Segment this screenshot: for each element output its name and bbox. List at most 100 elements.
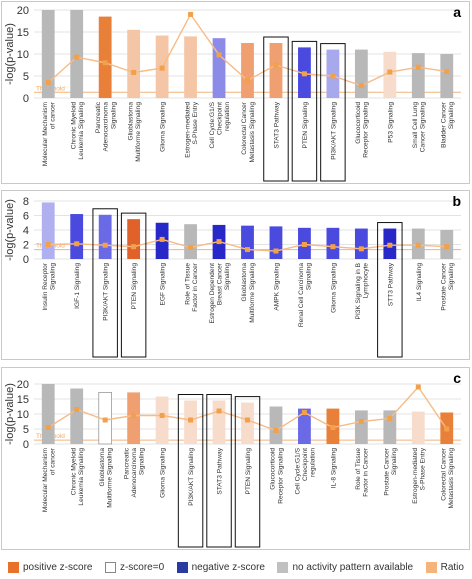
x-tick-label: Colorectal Cancer [241, 101, 248, 155]
ratio-point [188, 244, 194, 250]
ratio-point [245, 247, 250, 253]
legend-swatch-ratio [425, 561, 437, 573]
x-tick-label: Signaling [306, 263, 313, 290]
bar [241, 402, 254, 444]
x-tick-label-group: Glioma Signaling [160, 448, 167, 498]
x-tick-label: Estrogen Dependent [209, 263, 216, 324]
bar [70, 10, 84, 98]
x-tick-label-group: PI3K/AKT Signaling [330, 102, 337, 160]
x-tick-label: Receptor Signaling [363, 102, 370, 158]
x-tick-label: Prostate Cancer [440, 262, 447, 310]
chart-panel-a: -log(p-value)05101520ThresholdMolecular … [1, 1, 470, 184]
highlight-box [377, 222, 403, 358]
highlight-box [263, 36, 289, 182]
bar [98, 16, 112, 98]
bar [212, 400, 226, 444]
panel-letter-a: a [453, 4, 461, 20]
bar [41, 202, 55, 259]
x-tick-label-group: PTEN Signaling [245, 448, 252, 495]
legend-item-negative: negative z-score [176, 561, 265, 573]
x-tick-label: Signaling [110, 102, 117, 129]
ratio-point [102, 242, 108, 248]
y-tick-label: 0 [23, 93, 29, 105]
ratio-point [301, 242, 307, 247]
x-tick-label-group: Glucocorticoid Receptor Signaling [270, 448, 285, 504]
ratio-point [301, 410, 307, 415]
x-tick-label: PTEN Signaling [245, 448, 252, 495]
x-tick-label: PI3K Signaling in B [355, 262, 362, 319]
x-tick-label: Metastasis Signaling [249, 102, 256, 163]
bar [269, 406, 283, 444]
legend-swatch-positive [8, 561, 19, 573]
ratio-point [273, 428, 279, 433]
y-tick-label: 2 [23, 240, 29, 252]
ratio-point [131, 69, 137, 75]
x-tick-label: Colorectal Cancer [440, 447, 447, 501]
y-tick-label: 15 [17, 394, 29, 406]
x-tick-label-group: STAT3 Pathway [217, 447, 224, 494]
x-tick-label-group: Prostate Cancer Signaling [440, 262, 455, 310]
y-axis-label: -log(p-value) [4, 23, 16, 85]
x-tick-label: PTEN Signaling [302, 102, 309, 149]
x-tick-label: S-Phase Entry [420, 447, 427, 490]
highlight-box [120, 212, 147, 358]
x-tick-label: PI3K/AKT Signaling [330, 102, 337, 160]
ratio-point [330, 244, 336, 250]
x-tick-label-group: PI3K Signaling in B Lymphocyte [355, 262, 370, 319]
legend-label-ratio: Ratio [440, 561, 464, 573]
y-tick-label: 5 [23, 71, 29, 83]
x-tick-label-group: Pancreatic Adenocarcinoma Signaling [95, 101, 117, 151]
x-tick-label: Receptor Signaling [277, 448, 284, 504]
x-tick-label: Estrogen-mediated [184, 102, 191, 158]
x-tick-label-group: PTEN Signaling [131, 263, 138, 310]
x-tick-label: Signaling [139, 448, 146, 475]
x-tick-label-group: Glioblastoma Multiforme Signaling [241, 263, 256, 323]
x-tick-label: Glioma Signaling [160, 102, 167, 152]
bar [354, 410, 368, 444]
ratio-point [159, 236, 165, 242]
x-tick-label: STAT3 Pathway [217, 447, 224, 494]
x-tick-label-group: AMPK Signaling [273, 263, 280, 311]
bar [70, 214, 84, 259]
x-tick-label: Factor in Cancer [192, 262, 199, 312]
x-tick-label: Checkpoint [217, 102, 224, 135]
x-tick-label-group: Molecular Mechanism of cancer [42, 101, 57, 166]
x-tick-label: Cancer Signaling [420, 102, 427, 153]
x-tick-label-group: Small Cell Lung Cancer Signaling [412, 102, 427, 153]
x-tick-label: regulation [224, 102, 231, 131]
ratio-point [74, 407, 80, 412]
ratio-point [330, 425, 336, 430]
x-tick-label-group: Colorectal Cancer Metastasis Signaling [440, 447, 455, 508]
chart-c-svg: -log(p-value)05101520ThresholdMolecular … [4, 379, 461, 548]
x-tick-label: P53 Signaling [387, 102, 394, 143]
x-tick-label-group: Prostate Cancer Signaling [384, 447, 399, 495]
bar [298, 408, 311, 444]
bar [184, 36, 197, 98]
bar [354, 228, 368, 259]
y-tick-label: 20 [17, 379, 29, 391]
highlight-box [234, 396, 261, 548]
x-tick-label-group: Renal Cell Carcinoma Signaling [298, 263, 313, 327]
x-tick-label: Glioblastoma [99, 448, 106, 487]
ratio-point [245, 417, 250, 423]
legend-swatch-zero [104, 561, 116, 573]
x-tick-label: Signaling [224, 263, 231, 290]
x-tick-label: Adenocarcinoma [131, 448, 138, 498]
x-tick-label-group: Estrogen-mediated S-Phase Entry [184, 101, 199, 157]
x-tick-label: Cell Cycle:G1/S [209, 101, 216, 148]
legend-label-zero: z-score=0 [119, 561, 165, 573]
x-tick-label-group: PI3K/AKT Signaling [188, 448, 195, 506]
panel-letter-c: c [453, 370, 461, 386]
highlight-box [291, 40, 318, 182]
legend-item-no-activity: no activity pattern available [277, 561, 414, 573]
bar [41, 384, 55, 444]
x-tick-label: Glucocorticoid [355, 102, 362, 144]
bar [269, 43, 283, 98]
x-tick-label: Role of Tissue [355, 448, 362, 490]
x-tick-label: Adenocarcinoma [103, 102, 110, 152]
y-tick-label: 4 [23, 225, 29, 237]
bar [383, 410, 397, 444]
x-tick-label: Leukemia Signaling [78, 448, 85, 506]
legend-label-no-activity: no activity pattern available [292, 561, 414, 573]
ratio-point [387, 242, 393, 248]
